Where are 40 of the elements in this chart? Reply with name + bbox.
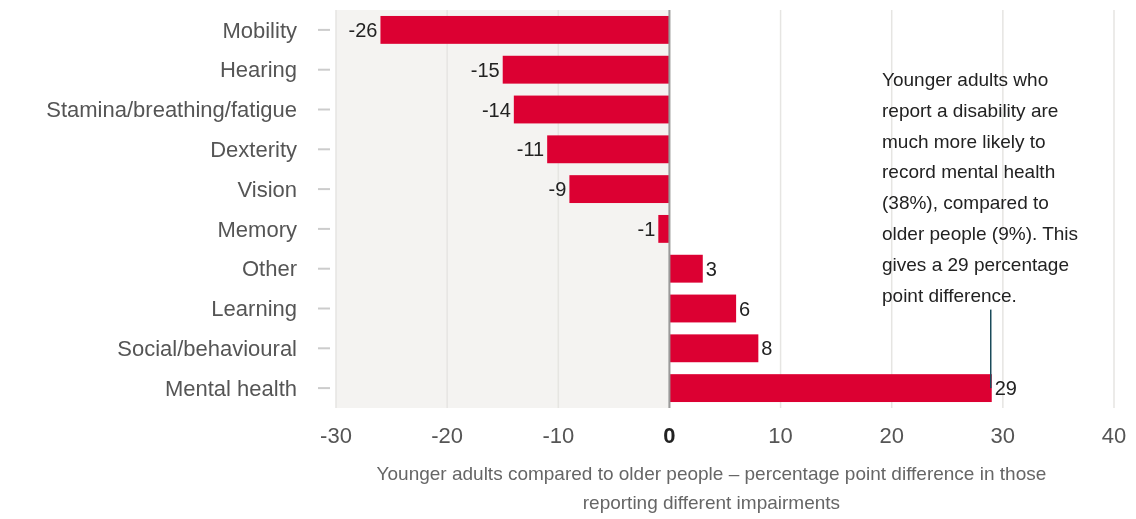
bar [547, 135, 670, 164]
data-label: -11 [516, 138, 545, 161]
x-tick-label: 10 [768, 423, 793, 448]
y-tick-label: Social/behavioural [117, 336, 297, 361]
annotation: Younger adults who report a disability are much more likely to record mental health (38%), compared to older people (9%). This gives a 29 percentage point difference. [882, 69, 1079, 306]
data-label: -9 [548, 178, 567, 201]
bar [513, 95, 670, 124]
y-tick-label: Mental health [164, 375, 297, 401]
x-tick-label: 0 [663, 423, 676, 448]
y-tick-label: Vision [237, 176, 297, 202]
y-tick-label: Stamina/breathing/fatigue [46, 97, 297, 123]
data-label: 29 [994, 377, 1017, 400]
data-label: -14 [481, 98, 511, 121]
bar [380, 15, 670, 44]
data-label: -1 [637, 217, 656, 240]
y-tick-label: Memory [217, 216, 297, 242]
bar [569, 175, 670, 204]
x-tick-label: 30 [990, 423, 1016, 448]
y-tick-label: Hearing [219, 57, 297, 83]
x-axis-title: Younger adults compared to older people – percentage point difference in those reporting different impairments [376, 463, 1047, 513]
bar [658, 214, 670, 243]
x-tick-label: 20 [879, 423, 904, 448]
bar [502, 55, 670, 84]
y-tick-label: Dexterity [210, 137, 297, 162]
data-label: 3 [705, 257, 717, 280]
x-tick-label: 40 [1101, 423, 1127, 448]
bar [669, 294, 737, 323]
bar [669, 374, 992, 403]
y-tick-label: Other [241, 256, 297, 282]
x-tick-label: -30 [320, 423, 352, 448]
data-label: 6 [739, 297, 751, 320]
x-tick-label: -10 [542, 423, 575, 448]
data-label: -26 [348, 18, 378, 41]
data-label: -15 [470, 58, 500, 81]
y-tick-label: Mobility [222, 17, 297, 43]
x-tick-label: -20 [431, 423, 464, 448]
data-label: 8 [761, 337, 773, 360]
bar [669, 334, 759, 363]
bar [669, 254, 703, 283]
y-tick-label: Learning [211, 296, 297, 322]
